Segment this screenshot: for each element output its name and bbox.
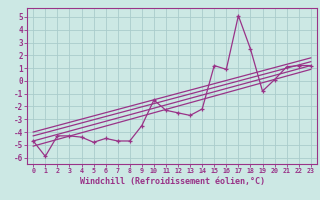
X-axis label: Windchill (Refroidissement éolien,°C): Windchill (Refroidissement éolien,°C) xyxy=(79,177,265,186)
